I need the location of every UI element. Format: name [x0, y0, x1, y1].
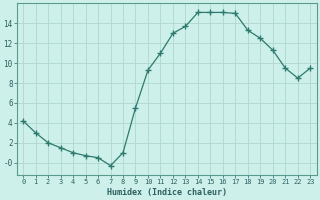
X-axis label: Humidex (Indice chaleur): Humidex (Indice chaleur): [107, 188, 227, 197]
